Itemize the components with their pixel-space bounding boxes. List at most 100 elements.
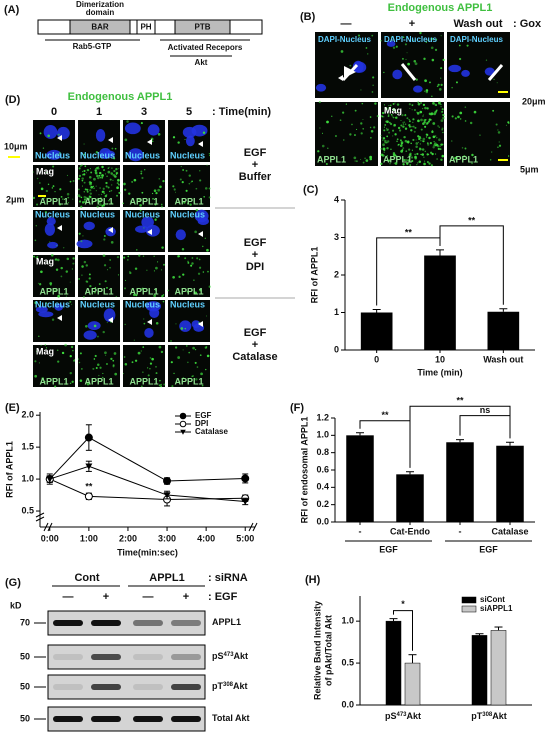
x-axis-label: Time(min:sec) — [117, 547, 178, 557]
signal-dot — [111, 184, 113, 186]
signal-dot — [116, 194, 118, 197]
signal-dot — [413, 109, 416, 112]
signal-dot — [54, 289, 57, 292]
nucleus — [197, 217, 209, 226]
channel-label: DAPI-Nucleus — [318, 35, 371, 44]
mw-marker: 50 — [20, 713, 30, 723]
signal-dot — [205, 346, 208, 348]
signal-dot — [426, 107, 429, 110]
signal-dot — [373, 126, 376, 129]
signal-dot — [204, 187, 208, 190]
signal-dot — [50, 253, 54, 257]
signal-dot — [196, 257, 199, 260]
marker — [84, 433, 93, 442]
signal-dot — [429, 142, 432, 145]
signal-dot — [418, 141, 420, 143]
signal-dot — [420, 102, 423, 105]
signal-dot — [423, 114, 425, 116]
signal-dot — [153, 294, 157, 298]
signal-dot — [98, 203, 102, 207]
nucleus — [175, 229, 186, 241]
signal-dot — [149, 362, 153, 365]
micrograph — [33, 300, 75, 342]
signal-dot — [100, 200, 103, 203]
signal-dot — [391, 115, 393, 117]
band — [53, 716, 83, 722]
band — [171, 654, 201, 660]
condition-label: + — [252, 339, 258, 351]
signal-dot — [57, 294, 60, 298]
label-part: 308 — [482, 712, 493, 718]
micrograph-bg — [447, 32, 510, 98]
channel-label: Nucleus — [125, 299, 160, 309]
significance: ** — [85, 482, 93, 492]
signal-dot — [321, 144, 325, 148]
signal-dot — [395, 155, 398, 159]
signal-dot — [438, 126, 440, 128]
signal-dot — [186, 345, 188, 347]
signal-dot — [416, 162, 419, 164]
arrowhead — [147, 139, 152, 145]
legend-swatch — [461, 596, 477, 604]
signal-dot — [70, 345, 74, 349]
channel-label: Nucleus — [170, 209, 205, 219]
signal-dot — [187, 260, 189, 263]
micrograph — [123, 209, 165, 252]
band — [133, 654, 163, 660]
signal-dot — [182, 169, 184, 171]
signal-dot — [72, 257, 75, 260]
signal-dot — [179, 292, 181, 295]
signal-dot — [88, 273, 91, 276]
signal-dot — [191, 180, 193, 183]
signal-dot — [81, 368, 83, 370]
signal-dot — [93, 177, 96, 181]
band — [133, 620, 163, 626]
signal-dot — [141, 191, 144, 194]
signal-dot — [414, 62, 418, 66]
signal-dot — [182, 273, 185, 276]
signal-dot — [386, 155, 389, 157]
signal-dot — [110, 189, 113, 192]
signal-dot — [416, 152, 419, 156]
signal-dot — [142, 255, 145, 257]
band — [133, 684, 163, 690]
signal-dot — [137, 351, 141, 355]
domain-label: PH — [140, 23, 151, 32]
signal-dot — [163, 383, 166, 386]
y-tick-label: 0.5 — [341, 657, 354, 667]
signal-dot — [116, 182, 119, 185]
signal-dot — [387, 128, 389, 130]
signal-dot — [208, 153, 210, 155]
signal-dot — [118, 191, 121, 194]
channel-label: Nucleus — [35, 150, 70, 160]
signal-dot — [188, 182, 191, 185]
signal-dot — [424, 106, 427, 110]
signal-dot — [491, 151, 493, 153]
signal-dot — [129, 271, 132, 275]
legend-label: siCont — [480, 595, 505, 604]
signal-dot — [418, 160, 422, 163]
channel-label: Nucleus — [80, 209, 115, 219]
signal-dot — [71, 268, 73, 270]
signal-dot — [97, 177, 100, 180]
signal-dot — [380, 39, 382, 42]
signal-dot — [60, 196, 63, 198]
signal-dot — [473, 110, 477, 114]
signal-dot — [417, 119, 420, 123]
signal-dot — [404, 43, 407, 46]
signal-dot — [154, 203, 157, 206]
signal-dot — [497, 131, 501, 134]
signal-dot — [102, 372, 104, 375]
signal-dot — [199, 354, 202, 356]
signal-dot — [394, 162, 398, 165]
signal-dot — [408, 119, 410, 121]
signal-dot — [450, 140, 453, 142]
micrograph — [167, 255, 211, 297]
signal-dot — [402, 121, 404, 123]
signal-dot — [402, 125, 405, 128]
x-tick-label: - — [459, 526, 462, 536]
signal-dot — [438, 101, 441, 105]
signal-dot — [411, 109, 413, 111]
signal-dot — [400, 119, 402, 122]
signal-dot — [389, 104, 392, 107]
